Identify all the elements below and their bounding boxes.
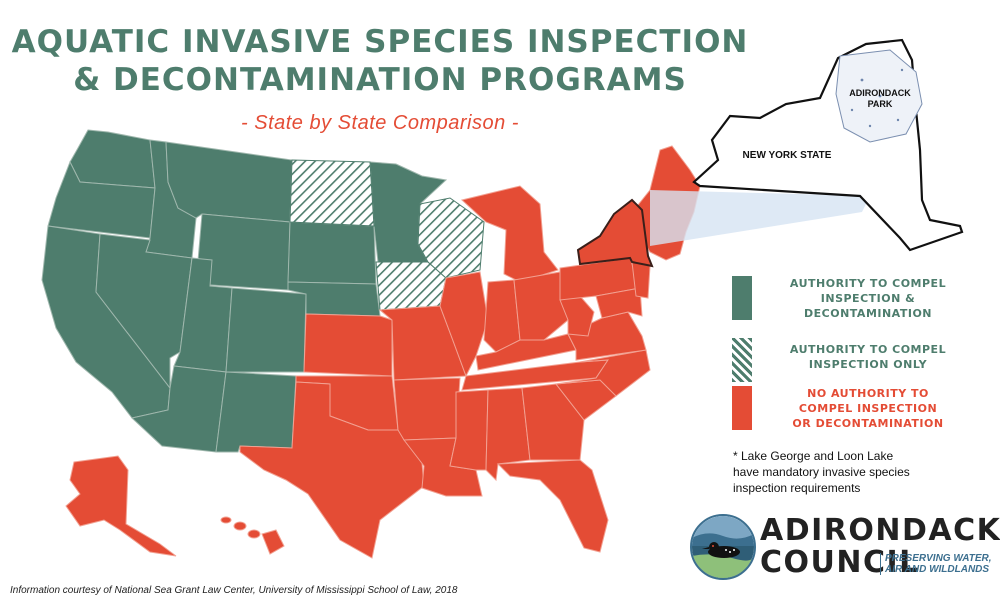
- logo-tagline-line-2: AIR AND WILDLANDS: [885, 564, 990, 575]
- state-south-dakota: [287, 221, 377, 285]
- state-wisconsin: [417, 197, 485, 279]
- state-kansas: [303, 313, 393, 377]
- map-title-line-1: AQUATIC INVASIVE SPECIES INSPECTION: [11, 24, 749, 60]
- footnote-line-1: * Lake George and Loon Lake: [733, 449, 894, 463]
- legend-label-inspection-only-line-1: AUTHORITY TO COMPEL: [789, 343, 947, 356]
- legend-swatch-no-authority: [732, 386, 752, 430]
- state-north-dakota: [289, 159, 375, 227]
- logo-wordmark-adirondack: ADIRONDACK: [760, 513, 1000, 548]
- state-new-mexico: [215, 371, 297, 453]
- logo-tagline: PRESERVING WATER, AIR AND WILDLANDS: [880, 553, 995, 575]
- state-illinois: [439, 271, 489, 378]
- legend-label-no-authority-line-1: NO AUTHORITY TO: [807, 387, 929, 400]
- legend-swatch-compel: [732, 276, 752, 320]
- state-new-york: [576, 198, 654, 268]
- legend-swatch-inspection-only: [732, 338, 752, 382]
- state-ohio: [513, 271, 569, 341]
- loon-logo-icon: [690, 514, 756, 580]
- state-texas: [239, 381, 425, 559]
- state-montana: [165, 141, 293, 223]
- state-maryland-delaware: [595, 287, 643, 319]
- state-mississippi: [449, 389, 489, 471]
- legend-label-inspection-only-line-2: INSPECTION ONLY: [808, 358, 928, 371]
- legend-label-compel: AUTHORITY TO COMPEL INSPECTION & DECONTA…: [768, 276, 968, 321]
- inset-park-label: ADIRONDACK PARK: [840, 88, 920, 110]
- legend-label-no-authority: NO AUTHORITY TO COMPEL INSPECTION OR DEC…: [768, 386, 968, 431]
- footnote-line-2: have mandatory invasive species: [733, 465, 910, 479]
- state-georgia: [521, 383, 585, 461]
- legend-label-compel-line-2: INSPECTION &: [820, 292, 916, 305]
- map-title-line-2: & DECONTAMINATION PROGRAMS: [73, 62, 687, 98]
- map-subtitle: - State by State Comparison -: [241, 112, 519, 134]
- footnote-lake-george: * Lake George and Loon Lake have mandato…: [733, 448, 953, 496]
- footnote-line-3: inspection requirements: [733, 481, 861, 495]
- state-north-carolina: [555, 349, 651, 397]
- inset-state-label: NEW YORK STATE: [742, 150, 832, 161]
- legend-label-no-authority-line-2: COMPEL INSPECTION: [798, 402, 938, 415]
- legend-label-compel-line-1: AUTHORITY TO COMPEL: [789, 277, 947, 290]
- inset-park-label-line-1: ADIRONDACK: [849, 88, 911, 98]
- state-alaska: [65, 455, 177, 557]
- source-credit: Information courtesy of National Sea Gra…: [10, 585, 458, 596]
- state-kentucky: [475, 333, 577, 371]
- state-washington: [69, 129, 156, 189]
- logo-tagline-line-1: PRESERVING WATER,: [885, 553, 992, 564]
- legend-label-no-authority-line-3: OR DECONTAMINATION: [792, 417, 944, 430]
- state-hawaii: [220, 516, 285, 555]
- state-colorado: [225, 287, 307, 373]
- legend-label-compel-line-3: DECONTAMINATION: [804, 307, 932, 320]
- inset-park-label-line-2: PARK: [867, 99, 893, 109]
- adirondack-park-area: [835, 49, 923, 143]
- state-florida: [496, 459, 609, 553]
- callout-connector: [650, 190, 870, 246]
- logo-wordmark-council: COUNCIL: [760, 545, 920, 580]
- state-arkansas: [393, 377, 461, 441]
- legend-label-inspection-only: AUTHORITY TO COMPEL INSPECTION ONLY: [768, 342, 968, 372]
